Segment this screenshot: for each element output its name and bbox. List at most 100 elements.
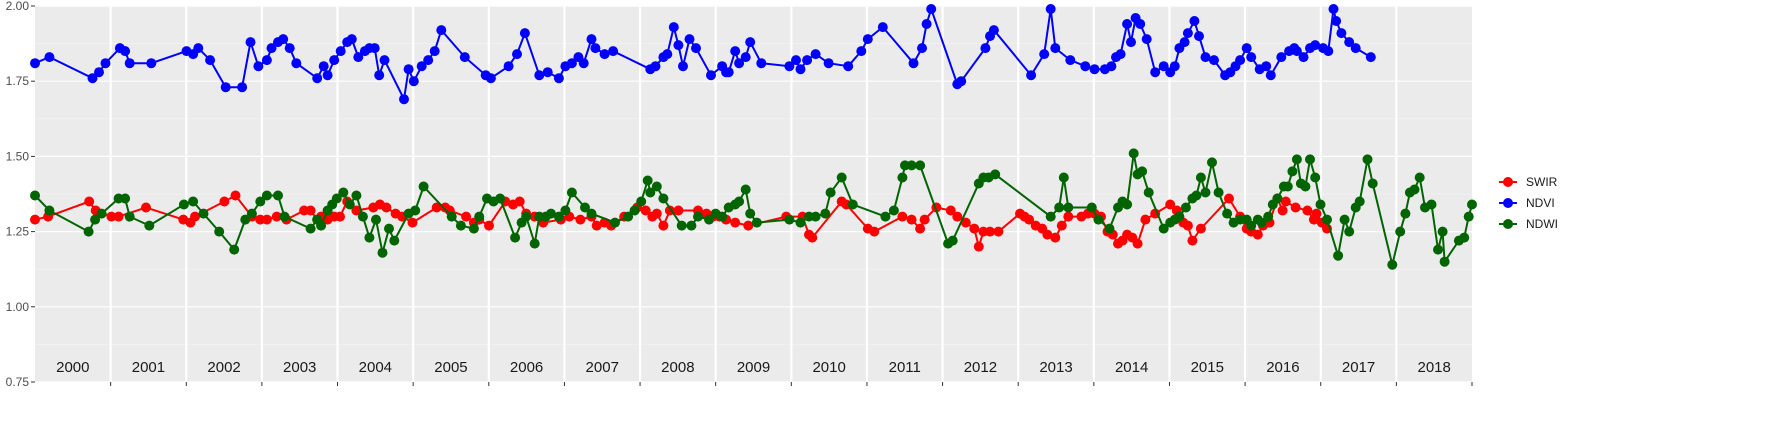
- data-point-ndvi: [87, 73, 98, 84]
- data-point-ndwi: [1300, 181, 1311, 192]
- data-point-ndwi: [1426, 199, 1437, 210]
- data-point-ndvi: [599, 49, 610, 60]
- data-point-ndvi: [1050, 43, 1061, 54]
- y-tick-label: 1.50: [6, 149, 30, 163]
- data-point-ndvi: [745, 37, 756, 48]
- data-point-ndwi: [1322, 214, 1332, 225]
- data-point-ndvi: [791, 55, 801, 66]
- data-point-ndwi: [1195, 172, 1206, 183]
- data-point-ndvi: [1182, 28, 1193, 39]
- year-label: 2012: [964, 359, 997, 376]
- data-point-swir: [141, 202, 151, 213]
- data-point-swir: [1252, 229, 1263, 240]
- data-point-ndvi: [519, 28, 530, 39]
- data-point-swir: [1063, 211, 1074, 222]
- data-point-ndvi: [566, 58, 577, 69]
- y-tick-label: 2.00: [6, 0, 30, 13]
- data-point-ndvi: [278, 34, 289, 45]
- data-point-ndvi: [1106, 61, 1117, 72]
- data-point-swir: [730, 217, 741, 228]
- data-point-ndwi: [1354, 196, 1365, 207]
- data-point-ndvi: [1158, 61, 1169, 72]
- data-point-ndwi: [623, 211, 634, 222]
- data-point-ndwi: [1137, 166, 1148, 177]
- data-point-ndwi: [357, 211, 368, 222]
- data-point-swir: [869, 226, 880, 237]
- data-point-ndvi: [1323, 46, 1334, 57]
- data-point-swir: [952, 211, 963, 222]
- data-point-ndvi: [1261, 61, 1272, 72]
- data-point-ndwi: [1256, 217, 1267, 228]
- data-point-ndwi: [553, 211, 564, 222]
- data-point-ndvi: [512, 49, 522, 60]
- data-point-ndwi: [1213, 187, 1224, 198]
- data-point-ndvi: [586, 34, 597, 45]
- data-point-ndwi: [246, 208, 257, 219]
- data-point-ndvi: [1235, 55, 1246, 66]
- data-point-ndwi: [1200, 187, 1211, 198]
- year-label: 2001: [132, 359, 165, 376]
- data-point-ndwi: [651, 181, 662, 192]
- data-point-ndvi: [30, 58, 40, 69]
- data-point-ndvi: [291, 58, 302, 69]
- data-point-swir: [591, 220, 602, 231]
- data-point-ndwi: [734, 196, 745, 207]
- data-point-ndwi: [446, 211, 457, 222]
- data-point-ndwi: [44, 205, 55, 216]
- data-point-swir: [906, 214, 917, 225]
- data-point-ndvi: [1336, 28, 1347, 39]
- data-point-ndvi: [1115, 49, 1126, 60]
- data-point-ndwi: [751, 217, 762, 228]
- data-point-ndvi: [678, 61, 688, 72]
- data-point-ndvi: [756, 58, 767, 69]
- data-point-ndvi: [408, 76, 419, 87]
- data-point-swir: [1050, 232, 1061, 243]
- data-point-ndvi: [284, 43, 295, 54]
- legend-item-ndvi: NDVI: [1499, 196, 1555, 210]
- data-point-ndwi: [1409, 184, 1420, 195]
- data-point-ndwi: [188, 196, 199, 207]
- data-point-ndwi: [1086, 202, 1097, 213]
- data-point-swir: [461, 211, 472, 222]
- legend-label: NDVI: [1526, 196, 1555, 210]
- data-point-ndvi: [553, 73, 564, 84]
- data-point-swir: [30, 214, 40, 225]
- data-point-swir: [651, 208, 662, 219]
- data-point-ndwi: [1174, 211, 1185, 222]
- data-point-ndvi: [245, 37, 256, 48]
- data-point-ndvi: [1265, 70, 1276, 81]
- data-point-ndwi: [1459, 232, 1470, 243]
- data-point-swir: [915, 223, 926, 234]
- series-ndwi: [30, 148, 1477, 270]
- data-point-ndvi: [980, 43, 991, 54]
- data-point-ndvi: [416, 61, 427, 72]
- data-point-ndwi: [795, 217, 806, 228]
- data-point-swir: [1280, 196, 1291, 207]
- data-point-ndwi: [642, 175, 653, 186]
- legend: SWIR NDVI NDWI: [1499, 175, 1558, 231]
- data-point-ndwi: [1128, 148, 1139, 159]
- data-point-ndwi: [717, 211, 728, 222]
- data-point-swir: [271, 211, 282, 222]
- year-label: 2009: [737, 359, 770, 376]
- year-label: 2004: [359, 359, 392, 376]
- data-point-swir: [1311, 208, 1322, 219]
- data-point-ndwi: [144, 220, 155, 231]
- data-point-ndwi: [566, 187, 577, 198]
- data-point-ndvi: [1365, 52, 1376, 63]
- data-point-ndwi: [1282, 181, 1293, 192]
- data-point-swir: [1187, 235, 1198, 246]
- data-point-ndwi: [305, 223, 316, 234]
- data-point-swir: [1056, 220, 1067, 231]
- year-label: 2005: [434, 359, 467, 376]
- data-point-swir: [1132, 238, 1143, 249]
- data-point-ndvi: [734, 58, 745, 69]
- data-point-ndwi: [178, 199, 189, 210]
- data-point-ndvi: [220, 82, 231, 93]
- data-point-ndwi: [745, 208, 756, 219]
- data-point-ndvi: [590, 43, 601, 54]
- legend-label: NDWI: [1526, 217, 1558, 231]
- data-point-ndwi: [847, 199, 858, 210]
- data-point-ndvi: [1045, 4, 1056, 14]
- data-point-ndwi: [1272, 193, 1283, 204]
